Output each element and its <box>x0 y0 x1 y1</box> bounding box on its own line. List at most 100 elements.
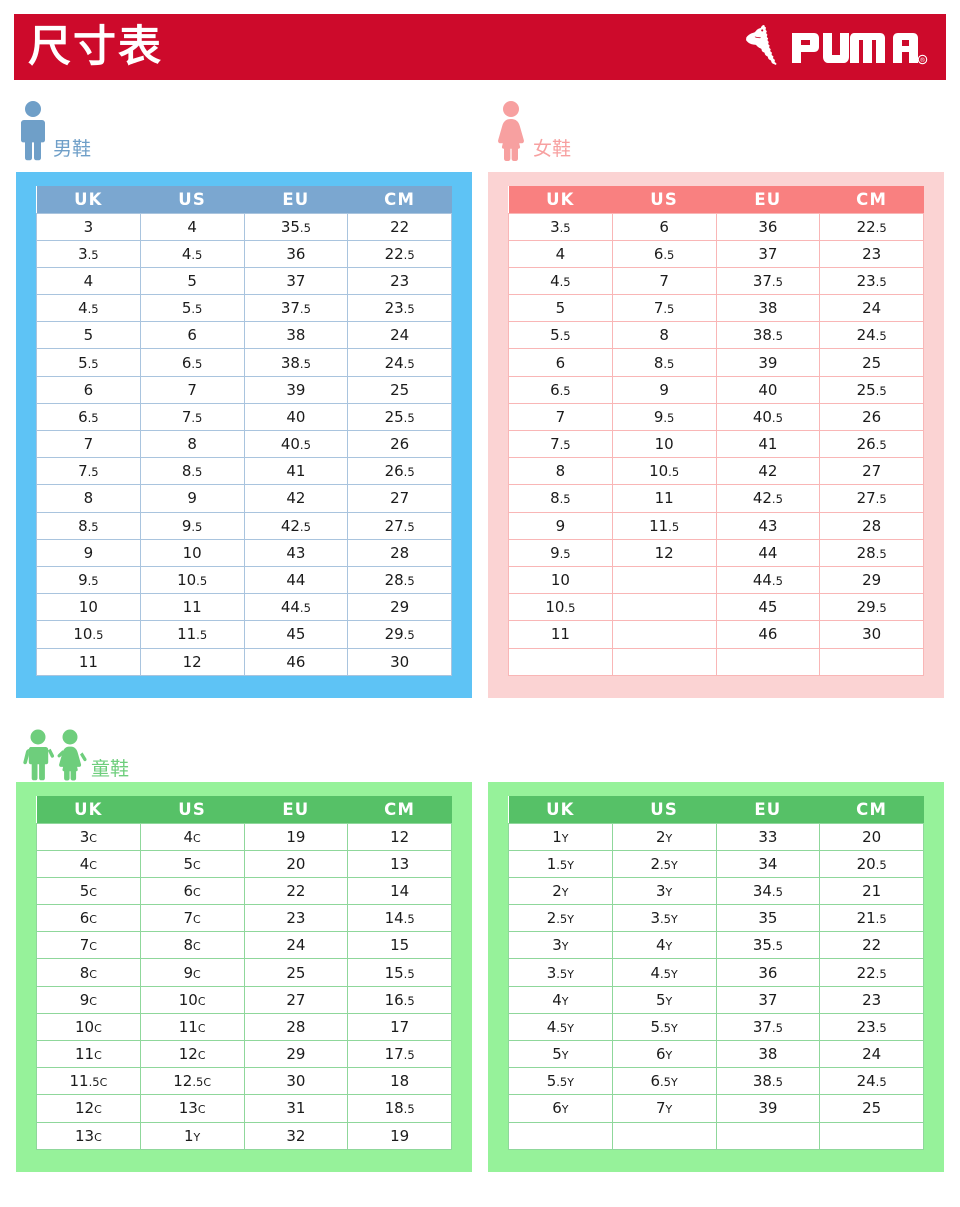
table-cell-eu: 44.5 <box>715 565 821 595</box>
column-header-eu: EU <box>716 796 820 823</box>
table-cell-cm: 13 <box>347 849 452 878</box>
table-cell-uk: 7 <box>36 429 141 459</box>
table-cell-cm: 23.5 <box>347 294 452 323</box>
table-cell-uk: 4C <box>36 849 141 878</box>
table-cell-eu: 42 <box>243 484 349 513</box>
table-cell-us: 5 <box>139 266 245 296</box>
table-cell-us: 13C <box>139 1094 245 1123</box>
section-label-women: 女鞋 <box>492 100 571 162</box>
table-cell-cm: 22.5 <box>347 239 452 268</box>
table-cell-uk: 9 <box>36 538 141 567</box>
table-cell-uk: 5.5 <box>36 348 141 377</box>
table-row: 10.5 45 29.5 <box>508 593 924 622</box>
table-cell-cm: 24.5 <box>819 321 924 350</box>
table-cell-eu: 37.5 <box>715 1012 821 1042</box>
table-row: 7.5 10 41 26.5 <box>508 429 924 459</box>
table-cell-uk: 3 <box>36 212 141 241</box>
table-cell-eu: 30 <box>243 1067 349 1096</box>
section-label-kids: 童鞋 <box>22 728 129 782</box>
table-cell-uk <box>508 647 613 676</box>
table-cell-us: 7 <box>139 375 245 404</box>
table-cell-uk: 4.5 <box>508 266 613 296</box>
table-row: 5.5 6.5 38.5 24.5 <box>36 348 452 377</box>
table-row: 8 9 42 27 <box>36 484 452 513</box>
table-cell-cm: 28 <box>819 511 924 540</box>
table-cell-cm: 17 <box>347 1012 452 1042</box>
table-cell-uk: 3.5 <box>36 239 141 268</box>
male-figure-icon <box>21 101 45 161</box>
table-cell-us: 5Y <box>611 985 717 1014</box>
table-cell-eu: 46 <box>715 620 821 649</box>
table-cell-uk: 8 <box>508 457 613 486</box>
table-cell-eu: 36 <box>243 239 349 268</box>
table-row: 10 11 44.5 29 <box>36 593 452 622</box>
table-header-row: UK US EU CM <box>508 796 924 823</box>
table-cell-uk: 7C <box>36 931 141 960</box>
table-cell-cm: 27 <box>347 484 452 513</box>
table-row: 9.5 12 44 28.5 <box>508 538 924 567</box>
table-cell-eu: 41 <box>243 457 349 486</box>
table-cell-uk: 6 <box>508 348 613 377</box>
table-cell-uk: 4.5 <box>36 294 141 323</box>
table-cell-uk: 3C <box>36 822 141 851</box>
table-cell-uk: 3Y <box>508 931 613 960</box>
table-cell-uk <box>508 1121 613 1150</box>
table-row: 8C 9C 25 15.5 <box>36 958 452 987</box>
table-header-row: UK US EU CM <box>508 186 924 213</box>
table-cell-us <box>611 1121 717 1150</box>
table-cell-cm: 26.5 <box>819 429 924 459</box>
table-cell-cm: 28 <box>347 538 452 567</box>
table-cell-uk: 9 <box>508 511 613 540</box>
table-cell-uk: 1.5Y <box>508 849 613 878</box>
table-cell-us: 9.5 <box>611 402 717 432</box>
column-header-cm: CM <box>819 186 924 213</box>
table-cell-uk: 9.5 <box>508 538 613 567</box>
table-cell-uk: 1Y <box>508 822 613 851</box>
table-row: 11.5C 12.5C 30 18 <box>36 1067 452 1096</box>
table-cell-cm: 30 <box>819 620 924 649</box>
table-cell-eu <box>715 1121 821 1150</box>
table-cell-cm: 29 <box>819 565 924 595</box>
table-cell-uk: 5Y <box>508 1039 613 1069</box>
puma-logo: ® <box>736 25 946 69</box>
table-cell-us: 4C <box>139 822 245 851</box>
table-cell-us: 11 <box>139 593 245 622</box>
women-size-table-frame: UK US EU CM 3.5 6 36 22.5 4 6.5 37 23 4.5 7 37.5 23… <box>488 172 944 698</box>
table-cell-us: 3.5Y <box>611 904 717 933</box>
table-cell-eu: 38 <box>243 321 349 350</box>
table-cell-us: 9 <box>139 484 245 513</box>
section-label-women-text: 女鞋 <box>533 138 572 160</box>
table-cell-us: 7.5 <box>139 402 245 432</box>
table-cell-cm: 23.5 <box>819 1012 924 1042</box>
table-cell-eu: 38 <box>715 294 821 323</box>
table-cell-uk: 5.5Y <box>508 1067 613 1096</box>
table-cell-cm: 25 <box>819 348 924 377</box>
table-cell-cm: 19 <box>347 1121 452 1150</box>
table-cell-eu: 27 <box>243 985 349 1014</box>
table-cell-uk: 7.5 <box>36 457 141 486</box>
table-cell-cm: 27 <box>819 457 924 486</box>
table-row: 5C 6C 22 14 <box>36 876 452 906</box>
section-label-men: 男鞋 <box>16 100 91 162</box>
table-cell-us: 5C <box>139 849 245 878</box>
table-cell-uk: 2.5Y <box>508 904 613 933</box>
puma-wordmark-icon: ® <box>746 25 928 65</box>
column-header-eu: EU <box>244 796 348 823</box>
table-cell-uk: 4Y <box>508 985 613 1014</box>
table-cell-us: 12 <box>611 538 717 567</box>
table-cell-uk: 10 <box>508 565 613 595</box>
column-header-eu: EU <box>244 186 348 213</box>
table-cell-uk: 6.5 <box>508 375 613 404</box>
table-cell-uk: 9.5 <box>36 565 141 595</box>
table-cell-cm: 18.5 <box>347 1094 452 1123</box>
table-cell-eu: 39 <box>243 375 349 404</box>
table-row: 5.5Y 6.5Y 38.5 24.5 <box>508 1067 924 1096</box>
table-cell-us: 10.5 <box>611 457 717 486</box>
table-cell-cm: 23.5 <box>819 266 924 296</box>
table-cell-cm: 27.5 <box>819 484 924 513</box>
column-header-us: US <box>612 186 716 213</box>
table-cell-eu: 38.5 <box>243 348 349 377</box>
table-cell-eu: 36 <box>715 212 821 241</box>
table-cell-cm: 22 <box>347 212 452 241</box>
table-row: 3C 4C 19 12 <box>36 822 452 851</box>
